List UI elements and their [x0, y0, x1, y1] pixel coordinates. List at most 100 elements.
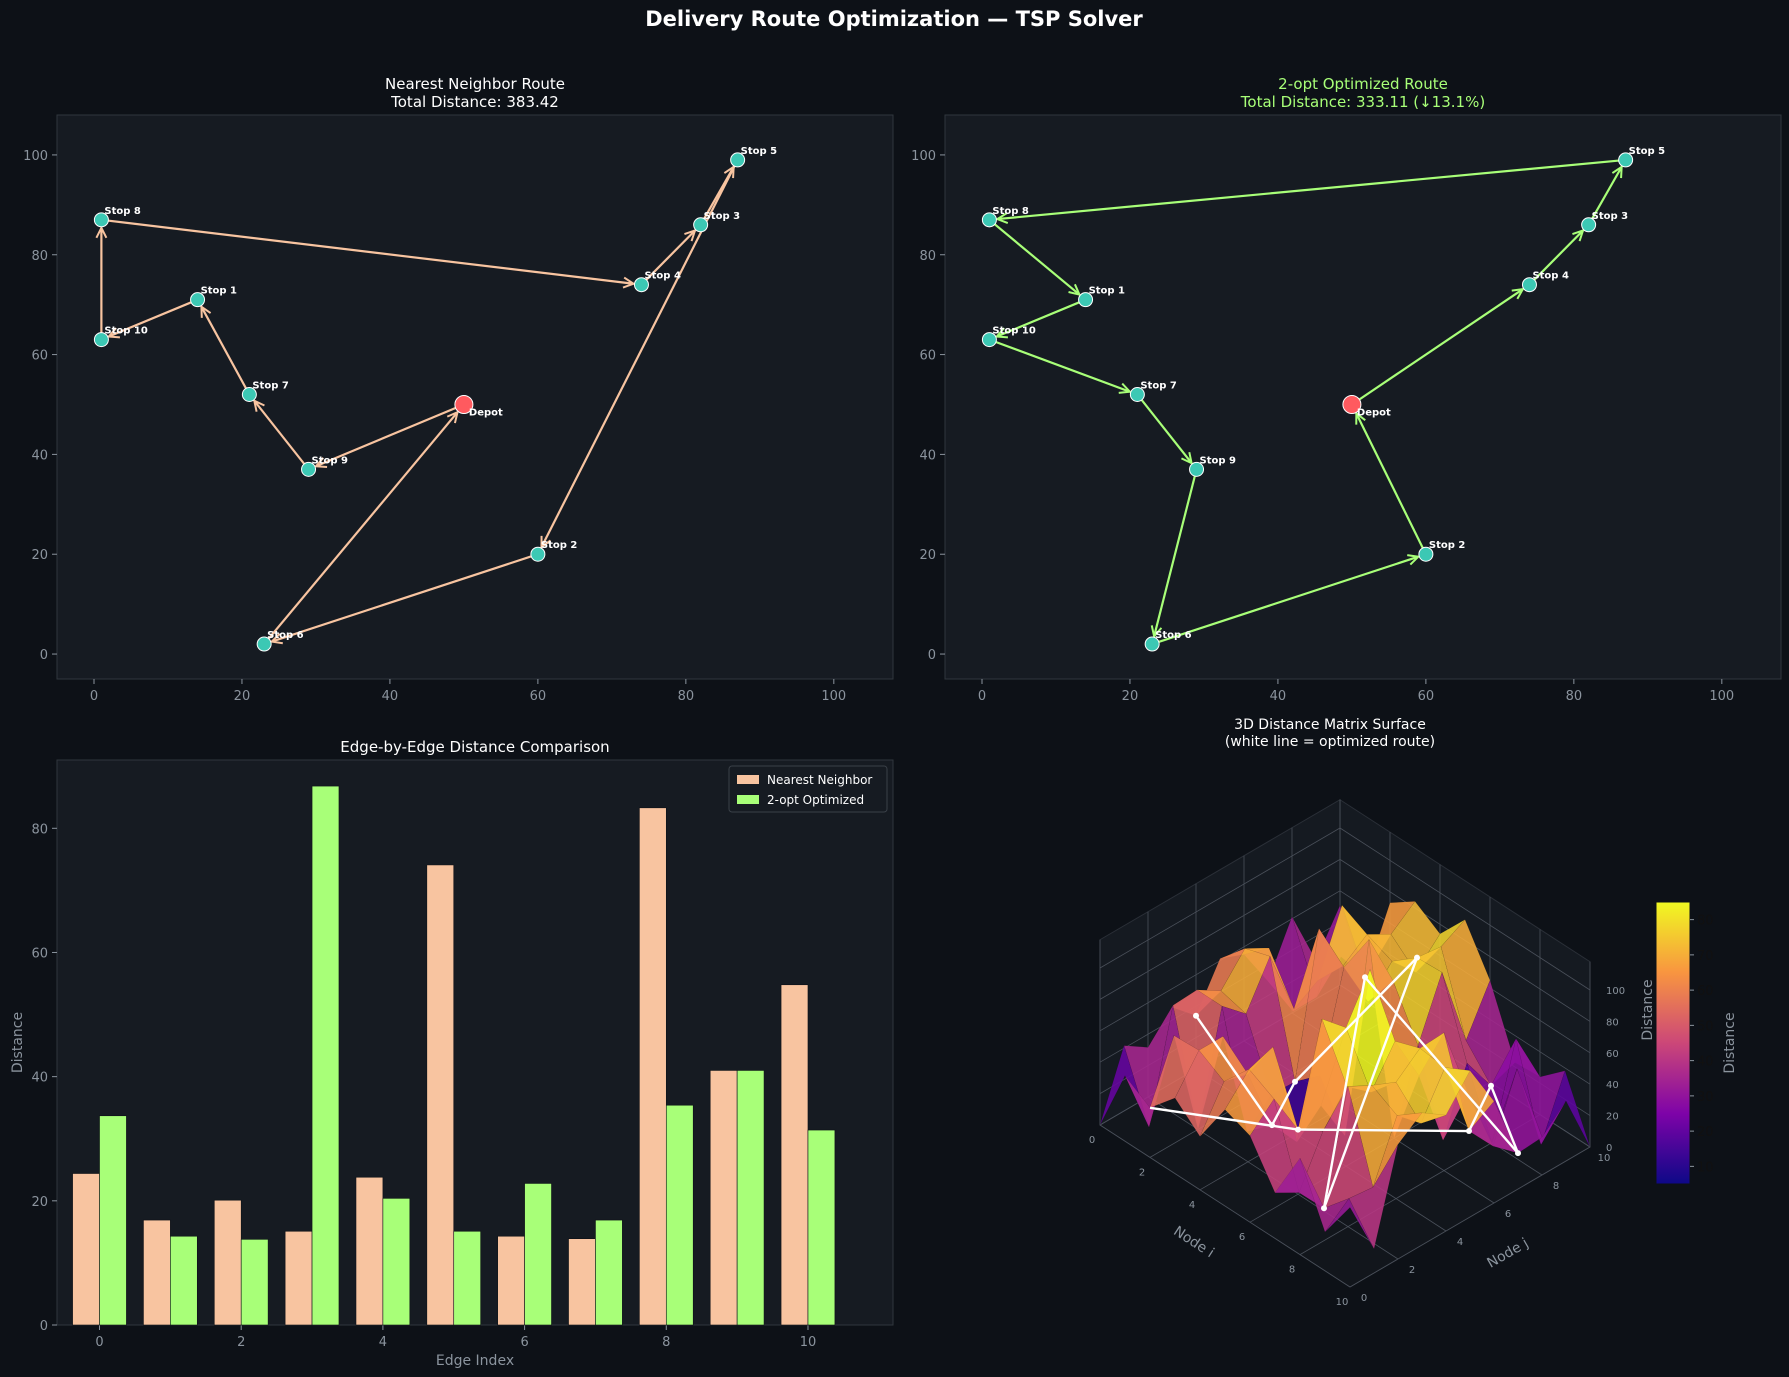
bar-nearest-neighbor-edge-7 — [568, 1238, 596, 1326]
route-overlay-segment — [1270, 1081, 1297, 1126]
colorbar-tick-label: 80 — [1697, 914, 1714, 929]
z-tick-label: 80 — [1606, 1017, 1619, 1028]
depot-marker — [1342, 394, 1362, 414]
x-axis-label: Edge Index — [436, 1353, 514, 1369]
bar-nearest-neighbor-edge-5 — [426, 864, 455, 1326]
y-tick-label: 80 — [919, 249, 936, 264]
stop-9-label: Stop 9 — [312, 455, 348, 466]
stop-5-marker — [730, 152, 746, 168]
bar-2-opt-optimized-edge-3 — [311, 785, 340, 1326]
y-tick-label: 0 — [928, 648, 936, 663]
stop-7-label: Stop 7 — [1140, 381, 1176, 392]
bar-2-opt-optimized-edge-2 — [240, 1239, 269, 1326]
stop-4-label: Stop 4 — [644, 271, 680, 282]
bar-nearest-neighbor-edge-0 — [72, 1173, 100, 1326]
route-edge-stop-8-to-stop-4 — [101, 218, 633, 284]
chart-title-line: 2-opt Optimized Route — [1278, 75, 1448, 93]
i-tick-label: 6 — [1239, 1232, 1245, 1243]
colorbar-tick-label: 40 — [1697, 1055, 1714, 1070]
route-overlay-point — [1414, 954, 1420, 961]
j-tick-label: 4 — [1457, 1237, 1463, 1248]
z-tick-label: 60 — [1606, 1049, 1619, 1060]
stop-5-marker — [1618, 152, 1634, 168]
y-tick-label: 0 — [40, 1319, 48, 1334]
colorbar-tick-label: 60 — [1697, 984, 1714, 999]
i-tick-label: 0 — [1089, 1135, 1095, 1146]
stop-1-label: Stop 1 — [201, 286, 237, 297]
y-tick-label: 80 — [31, 822, 48, 837]
bar-nearest-neighbor-edge-8 — [639, 807, 667, 1326]
legend-swatch-nearest-neighbor — [737, 775, 759, 784]
stop-10-label: Stop 10 — [104, 326, 147, 337]
stop-10-label: Stop 10 — [992, 326, 1035, 337]
x-tick-label: 100 — [821, 689, 846, 704]
route-edge-stop-10-to-stop-7 — [989, 338, 1129, 392]
x-tick-label: 40 — [382, 689, 399, 704]
y-tick-label: 40 — [919, 448, 936, 463]
route-edge-stop-3-to-stop-5 — [1587, 167, 1622, 226]
bar-2-opt-optimized-edge-1 — [170, 1235, 198, 1326]
stop-2-marker — [1418, 546, 1434, 562]
x-tick-label: 80 — [1566, 689, 1583, 704]
stop-1-label: Stop 1 — [1089, 286, 1125, 297]
depot-label: Depot — [469, 407, 503, 418]
route-overlay-segment — [1149, 1106, 1299, 1131]
y-axis-label: Distance — [10, 1012, 26, 1073]
route-edge-stop-9-to-stop-6 — [1154, 469, 1198, 636]
stop-8-label: Stop 8 — [992, 206, 1028, 217]
x-tick-label: 20 — [1122, 689, 1139, 704]
colorbar-tick-label: 30 — [1697, 1090, 1714, 1105]
z-gridline — [1099, 827, 1591, 991]
route-overlay-point — [1193, 1012, 1199, 1019]
bar-2-opt-optimized-edge-8 — [665, 1104, 694, 1326]
x-tick-label: 8 — [662, 1335, 670, 1350]
stop-9-marker — [301, 461, 317, 477]
chart-title-line: (white line = optimized route) — [1225, 734, 1435, 750]
z-tick-label: 0 — [1606, 1143, 1612, 1154]
chart-title-line: Nearest Neighbor Route — [385, 75, 565, 93]
bar-2-opt-optimized-edge-0 — [99, 1115, 127, 1326]
floor-gridline-i — [1349, 1146, 1591, 1288]
bar-2-opt-optimized-edge-9 — [736, 1070, 765, 1326]
route-overlay-segment — [1489, 1085, 1520, 1154]
legend-label-nearest-neighbor: Nearest Neighbor — [767, 773, 872, 787]
y-tick-label: 80 — [31, 249, 48, 264]
j-tick-label: 10 — [1598, 1153, 1611, 1164]
stop-8-marker — [93, 212, 109, 228]
route-overlay-point — [1466, 1128, 1472, 1135]
route-overlay-point — [1362, 974, 1368, 981]
route-edge-stop-1-to-stop-10 — [997, 298, 1086, 337]
stop-7-label: Stop 7 — [252, 381, 288, 392]
colorbar-tick-label: 20 — [1697, 1125, 1714, 1140]
j-tick-label: 8 — [1553, 1181, 1559, 1192]
stop-8-marker — [981, 212, 997, 228]
i-tick-label: 10 — [1336, 1297, 1349, 1308]
x-tick-label: 100 — [1709, 689, 1734, 704]
legend-box — [728, 765, 888, 813]
plot-area — [56, 759, 894, 1326]
stop-3-marker — [1581, 217, 1597, 233]
route-overlay-segment — [1467, 1085, 1493, 1132]
chart-title-line: Total Distance: 383.42 — [390, 93, 559, 111]
chart-title: Edge-by-Edge Distance Comparison — [340, 738, 609, 756]
bar-nearest-neighbor-edge-1 — [143, 1219, 171, 1326]
stop-10-marker — [93, 332, 109, 348]
route-edge-depot-to-stop-9 — [316, 403, 465, 466]
x-tick-label: 60 — [1418, 689, 1435, 704]
x-tick-label: 80 — [678, 689, 695, 704]
route-edge-stop-2-to-stop-6 — [272, 553, 539, 641]
route-overlay-segment — [1297, 1128, 1470, 1133]
x-tick-label: 4 — [379, 1335, 387, 1350]
route-edge-stop-2-to-depot — [1356, 413, 1427, 555]
stop-2-label: Stop 2 — [541, 540, 577, 551]
bar-nearest-neighbor-edge-6 — [497, 1235, 525, 1326]
stop-2-label: Stop 2 — [1429, 540, 1465, 551]
bar-nearest-neighbor-edge-2 — [213, 1199, 242, 1326]
route-edge-stop-7-to-stop-9 — [1136, 393, 1191, 464]
stop-6-marker — [1144, 636, 1160, 652]
z-tick-label: 100 — [1606, 986, 1625, 997]
i-tick-label: 8 — [1289, 1265, 1295, 1276]
route-edge-stop-6-to-stop-2 — [1151, 557, 1418, 646]
colorbar — [1655, 901, 1691, 1185]
